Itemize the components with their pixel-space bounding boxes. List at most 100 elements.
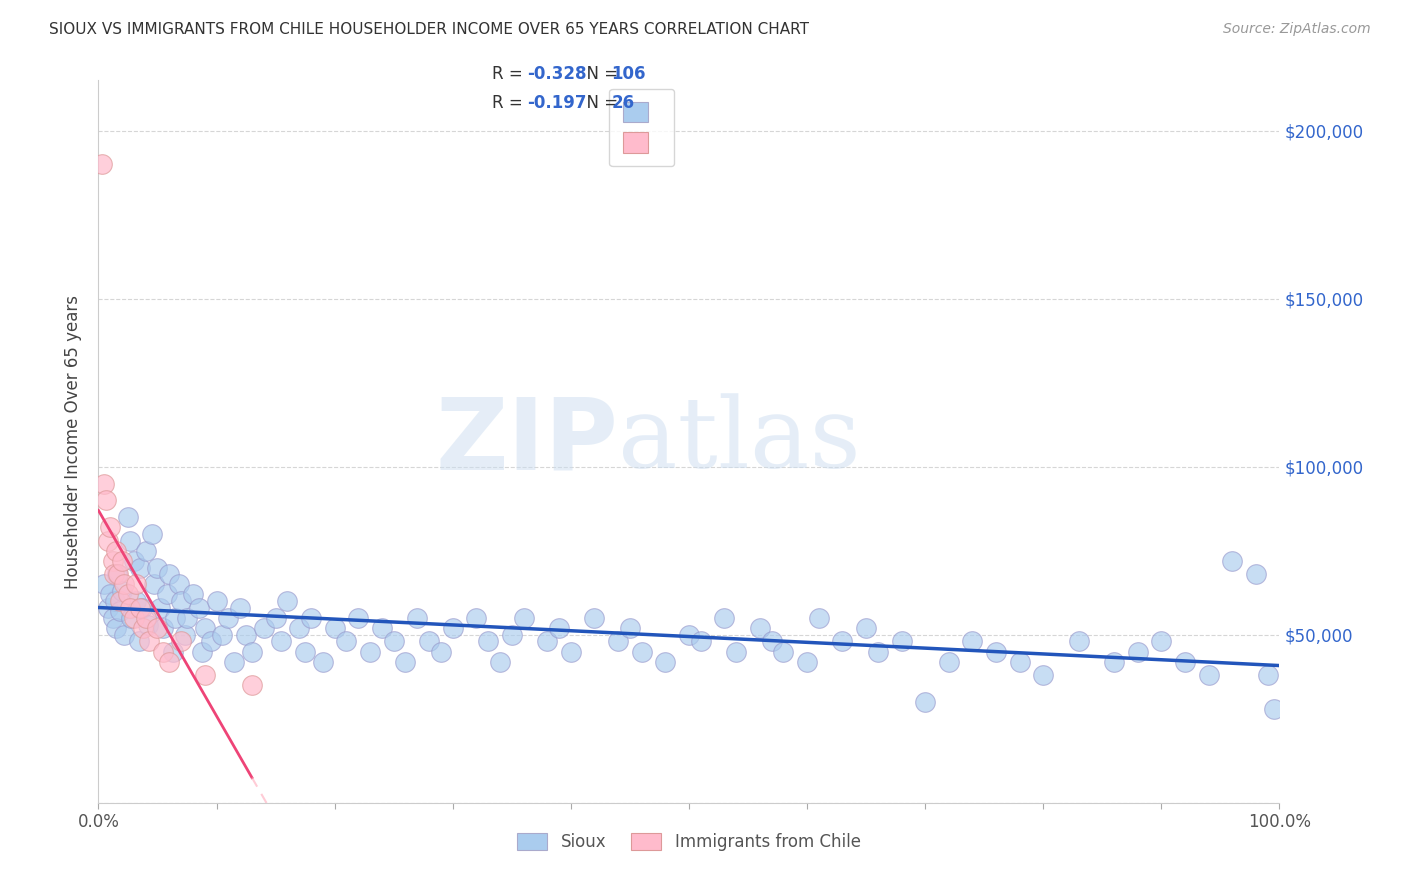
Point xyxy=(165,611,187,625)
Point xyxy=(194,668,217,682)
Point xyxy=(359,644,381,658)
Point xyxy=(1244,567,1267,582)
Point xyxy=(725,644,748,658)
Point xyxy=(855,621,877,635)
Point xyxy=(288,621,311,635)
Point xyxy=(807,611,830,625)
Point xyxy=(890,634,912,648)
Point xyxy=(142,577,165,591)
Point xyxy=(125,594,148,608)
Point xyxy=(105,567,128,582)
Point xyxy=(141,527,163,541)
Point xyxy=(105,543,128,558)
Point xyxy=(170,634,193,648)
Point xyxy=(152,621,174,635)
Text: 106: 106 xyxy=(612,65,647,83)
Point xyxy=(91,157,114,171)
Point xyxy=(120,533,142,548)
Point xyxy=(235,628,257,642)
Point xyxy=(117,510,139,524)
Point xyxy=(104,594,127,608)
Point xyxy=(560,644,582,658)
Point xyxy=(619,621,641,635)
Point xyxy=(108,594,131,608)
Text: N =: N = xyxy=(576,94,624,112)
Point xyxy=(335,634,357,648)
Point xyxy=(128,600,150,615)
Point xyxy=(866,644,889,658)
Point xyxy=(205,594,228,608)
Point xyxy=(394,655,416,669)
Point xyxy=(111,584,134,599)
Point xyxy=(131,600,153,615)
Point xyxy=(121,611,143,625)
Point xyxy=(128,634,150,648)
Point xyxy=(128,560,150,574)
Point xyxy=(138,634,160,648)
Point xyxy=(678,628,700,642)
Text: SIOUX VS IMMIGRANTS FROM CHILE HOUSEHOLDER INCOME OVER 65 YEARS CORRELATION CHAR: SIOUX VS IMMIGRANTS FROM CHILE HOUSEHOLD… xyxy=(49,22,810,37)
Point xyxy=(465,611,488,625)
Point xyxy=(512,611,534,625)
Point xyxy=(914,695,936,709)
Legend: Sioux, Immigrants from Chile: Sioux, Immigrants from Chile xyxy=(509,825,869,860)
Point xyxy=(1008,655,1031,669)
Point xyxy=(146,621,169,635)
Point xyxy=(217,611,239,625)
Point xyxy=(229,600,252,615)
Point xyxy=(347,611,370,625)
Point xyxy=(382,634,405,648)
Point xyxy=(136,617,159,632)
Text: Source: ZipAtlas.com: Source: ZipAtlas.com xyxy=(1223,22,1371,37)
Point xyxy=(191,644,214,658)
Point xyxy=(962,634,984,648)
Point xyxy=(938,655,960,669)
Point xyxy=(299,611,322,625)
Point xyxy=(107,567,129,582)
Point xyxy=(1102,655,1125,669)
Point xyxy=(194,621,217,635)
Point xyxy=(294,644,316,658)
Point xyxy=(135,611,157,625)
Point xyxy=(200,634,222,648)
Point xyxy=(97,600,120,615)
Point xyxy=(112,577,135,591)
Point xyxy=(796,655,818,669)
Point xyxy=(323,621,346,635)
Point xyxy=(406,611,429,625)
Point xyxy=(187,600,209,615)
Text: -0.328: -0.328 xyxy=(527,65,586,83)
Point xyxy=(264,611,287,625)
Point xyxy=(211,628,233,642)
Point xyxy=(152,644,174,658)
Point xyxy=(122,554,145,568)
Point xyxy=(93,577,115,591)
Text: R =: R = xyxy=(492,65,529,83)
Text: R =: R = xyxy=(492,94,529,112)
Point xyxy=(772,644,794,658)
Text: N =: N = xyxy=(576,65,624,83)
Point xyxy=(1126,644,1149,658)
Point xyxy=(224,655,246,669)
Point xyxy=(112,628,135,642)
Text: atlas: atlas xyxy=(619,393,860,490)
Point xyxy=(276,594,298,608)
Point xyxy=(94,493,117,508)
Point xyxy=(156,587,179,601)
Point xyxy=(108,604,131,618)
Point xyxy=(125,577,148,591)
Point xyxy=(1067,634,1090,648)
Point xyxy=(1198,668,1220,682)
Point xyxy=(117,587,139,601)
Text: ZIP: ZIP xyxy=(436,393,619,490)
Point xyxy=(489,655,512,669)
Point xyxy=(1257,668,1279,682)
Point xyxy=(548,621,571,635)
Point xyxy=(98,587,121,601)
Point xyxy=(122,611,145,625)
Point xyxy=(240,678,263,692)
Point xyxy=(111,554,134,568)
Point xyxy=(1263,702,1285,716)
Point xyxy=(157,655,180,669)
Point xyxy=(583,611,606,625)
